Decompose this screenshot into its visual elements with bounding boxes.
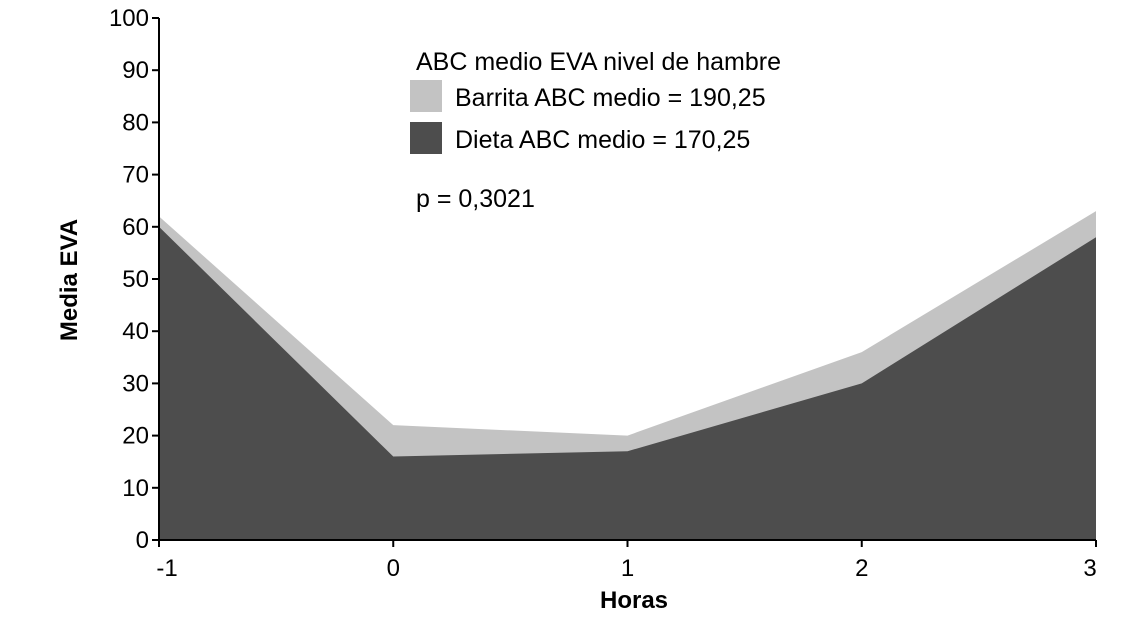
x-tick-label: 1 [621, 555, 634, 582]
x-tick-label: 2 [855, 555, 868, 582]
y-tick-label: 100 [109, 5, 149, 32]
p-value-annotation: p = 0,3021 [416, 185, 535, 213]
areas-layer [159, 211, 1096, 541]
x-axis-title: Horas [600, 587, 668, 614]
axes-layer: 0 10 20 30 40 50 60 70 80 90 100 -1 0 1 2 3 [109, 5, 1097, 582]
y-tick-label: 0 [136, 527, 149, 554]
x-tick-label: -1 [156, 555, 177, 582]
x-tick-label: 0 [387, 555, 400, 582]
y-tick-label: 60 [122, 214, 149, 241]
y-tick-label: 20 [122, 423, 149, 450]
y-tick-label: 40 [122, 318, 149, 345]
legend-label: Dieta ABC medio = 170,25 [455, 126, 750, 154]
area-series-2 [159, 226, 1096, 541]
y-tick-label: 30 [122, 370, 149, 397]
legend-swatch [410, 122, 442, 154]
y-tick-label: 10 [122, 475, 149, 502]
legend-title: ABC medio EVA nivel de hambre [416, 48, 781, 76]
y-tick-label: 50 [122, 266, 149, 293]
legend-label: Barrita ABC medio = 190,25 [455, 84, 766, 112]
y-tick-label: 70 [122, 162, 149, 189]
y-tick-label: 80 [122, 109, 149, 136]
legend-swatch [410, 80, 442, 112]
legend: ABC medio EVA nivel de hambre Barrita AB… [410, 48, 781, 154]
x-tick-label: 3 [1083, 555, 1096, 582]
y-tick-label: 90 [122, 57, 149, 84]
y-axis-title: Media EVA [56, 219, 83, 341]
